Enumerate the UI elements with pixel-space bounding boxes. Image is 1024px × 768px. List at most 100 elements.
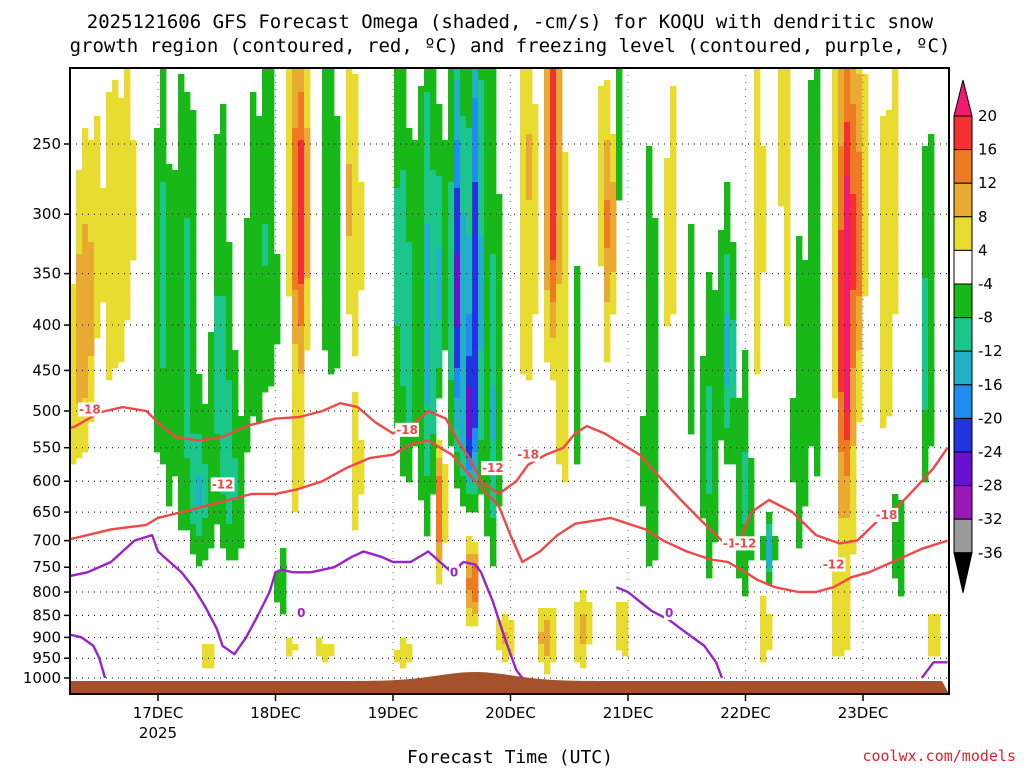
omega-cell — [166, 170, 173, 177]
omega-cell — [406, 206, 413, 213]
omega-cell — [106, 236, 113, 243]
omega-cell — [550, 350, 557, 357]
omega-cell — [172, 176, 179, 183]
omega-cell — [232, 380, 239, 387]
omega-cell — [490, 404, 497, 411]
omega-cell — [280, 548, 287, 555]
omega-cell — [184, 308, 191, 315]
omega-cell — [112, 146, 119, 153]
omega-cell — [478, 194, 485, 201]
omega-cell — [154, 134, 161, 141]
omega-cell — [130, 206, 137, 213]
omega-cell — [124, 248, 131, 255]
omega-cell — [724, 206, 731, 213]
omega-cell — [454, 80, 461, 87]
omega-cell — [424, 98, 431, 105]
omega-cell — [616, 86, 623, 93]
omega-cell — [166, 284, 173, 291]
omega-cell — [82, 386, 89, 393]
omega-cell — [418, 254, 425, 261]
omega-cell — [400, 374, 407, 381]
omega-cell — [172, 446, 179, 453]
omega-cell — [544, 134, 551, 141]
omega-cell — [190, 380, 197, 387]
omega-cell — [106, 152, 113, 159]
omega-cell — [160, 386, 167, 393]
omega-cell — [250, 404, 257, 411]
omega-cell — [262, 386, 269, 393]
omega-cell — [394, 296, 401, 303]
omega-cell — [736, 560, 743, 567]
omega-cell — [268, 308, 275, 315]
omega-cell — [454, 302, 461, 309]
omega-cell — [88, 296, 95, 303]
omega-cell — [652, 428, 659, 435]
omega-cell — [496, 368, 503, 375]
omega-cell — [268, 200, 275, 207]
omega-cell — [184, 368, 191, 375]
omega-cell — [760, 176, 767, 183]
omega-cell — [304, 134, 311, 141]
omega-cell — [562, 356, 569, 363]
omega-cell — [436, 488, 443, 495]
omega-cell — [328, 200, 335, 207]
omega-cell — [460, 338, 467, 345]
omega-cell — [328, 266, 335, 273]
omega-cell — [424, 332, 431, 339]
omega-cell — [166, 338, 173, 345]
omega-cell — [436, 158, 443, 165]
omega-cell — [250, 350, 257, 357]
omega-cell — [358, 260, 365, 267]
omega-cell — [832, 212, 839, 219]
omega-cell — [442, 344, 449, 351]
omega-cell — [190, 362, 197, 369]
omega-cell — [430, 206, 437, 213]
omega-cell — [622, 620, 629, 627]
omega-cell — [208, 656, 215, 663]
omega-cell — [808, 398, 815, 405]
omega-cell — [406, 332, 413, 339]
omega-cell — [418, 416, 425, 423]
omega-cell — [430, 200, 437, 207]
omega-cell — [442, 518, 449, 525]
omega-cell — [550, 242, 557, 249]
omega-cell — [106, 266, 113, 273]
omega-cell — [256, 260, 263, 267]
omega-cell — [220, 152, 227, 159]
omega-cell — [808, 296, 815, 303]
omega-cell — [94, 278, 101, 285]
omega-cell — [88, 140, 95, 147]
omega-cell — [484, 242, 491, 249]
omega-cell — [742, 350, 749, 357]
omega-cell — [352, 104, 359, 111]
omega-cell — [286, 236, 293, 243]
omega-cell — [304, 332, 311, 339]
omega-cell — [448, 254, 455, 261]
omega-cell — [460, 164, 467, 171]
omega-cell — [460, 296, 467, 303]
omega-cell — [394, 650, 401, 657]
omega-cell — [454, 266, 461, 273]
omega-cell — [706, 404, 713, 411]
omega-cell — [106, 104, 113, 111]
omega-cell — [220, 206, 227, 213]
omega-cell — [526, 122, 533, 129]
omega-cell — [442, 194, 449, 201]
omega-cell — [442, 308, 449, 315]
omega-cell — [394, 128, 401, 135]
omega-cell — [688, 314, 695, 321]
omega-cell — [664, 260, 671, 267]
omega-cell — [304, 116, 311, 123]
omega-cell — [190, 524, 197, 531]
omega-cell — [550, 110, 557, 117]
omega-cell — [466, 272, 473, 279]
omega-cell — [736, 470, 743, 477]
omega-cell — [178, 326, 185, 333]
omega-cell — [298, 296, 305, 303]
omega-cell — [298, 284, 305, 291]
omega-cell — [220, 512, 227, 519]
omega-cell — [664, 224, 671, 231]
omega-cell — [238, 422, 245, 429]
omega-cell — [550, 308, 557, 315]
omega-cell — [286, 134, 293, 141]
